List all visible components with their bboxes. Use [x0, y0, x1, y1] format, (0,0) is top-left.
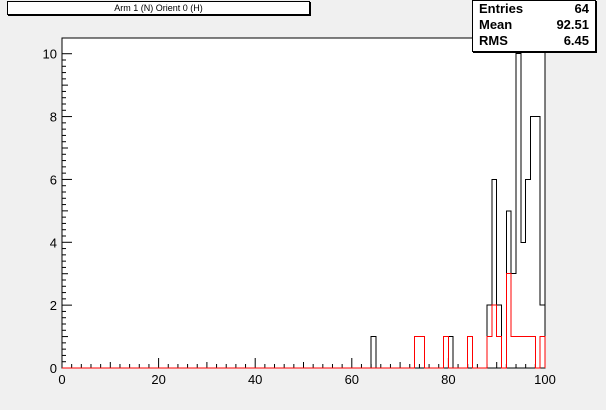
y-tick-label: 2 [50, 298, 57, 313]
histogram-red-series [62, 273, 546, 369]
x-tick-label: 40 [248, 372, 262, 387]
stat-mean-label: Mean [479, 17, 513, 32]
x-tick-label: 80 [441, 372, 455, 387]
y-tick-label: 10 [43, 47, 57, 62]
stat-row-mean: Mean 92.51 [473, 17, 595, 33]
histogram-title: Arm 1 (N) Orient 0 (H) [7, 1, 310, 15]
y-tick-label: 6 [50, 172, 57, 187]
stat-row-entries: Entries 64 [473, 1, 595, 17]
stat-entries-label: Entries [479, 1, 524, 16]
x-tick-label: 100 [534, 372, 556, 387]
stat-mean-value: 92.51 [556, 17, 589, 32]
x-tick-label: 20 [151, 372, 165, 387]
y-tick-label: 8 [50, 110, 57, 125]
plot-frame [61, 37, 546, 369]
stat-entries-value: 64 [574, 1, 589, 16]
x-tick-label: 0 [58, 372, 65, 387]
x-tick-label: 60 [345, 372, 359, 387]
stat-rms-label: RMS [479, 33, 508, 48]
stat-rms-value: 6.45 [563, 33, 589, 48]
stats-box: Entries 64 Mean 92.51 RMS 6.45 [472, 0, 596, 52]
stat-row-rms: RMS 6.45 [473, 33, 595, 49]
y-tick-label: 0 [50, 361, 57, 376]
y-tick-label: 4 [50, 235, 57, 250]
